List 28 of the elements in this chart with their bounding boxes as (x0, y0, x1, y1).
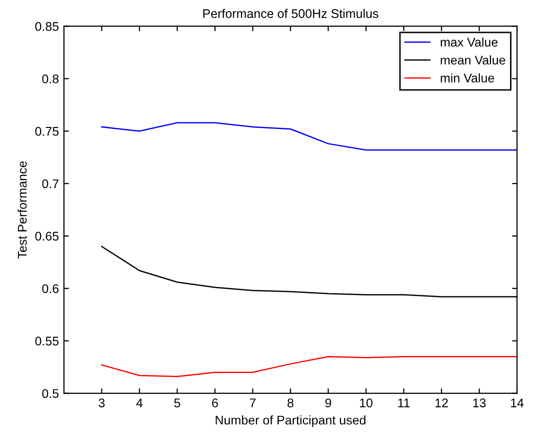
legend-label: mean Value (440, 55, 506, 65)
y-tick-label: 0.7 (42, 179, 58, 188)
y-tick-label: 0.5 (42, 389, 59, 398)
x-tick-label: 13 (473, 398, 486, 408)
y-tick-label: 0.8 (42, 74, 59, 84)
y-axis-title: Test Performance (18, 161, 27, 258)
line-series (101, 122, 518, 151)
y-tick-label: 0.6 (42, 284, 59, 294)
x-tick-label: 6 (212, 398, 218, 408)
x-tick-label: 3 (98, 398, 105, 408)
line-series (101, 356, 518, 378)
x-tick-label: 4 (136, 398, 143, 408)
x-axis-title: Number of Participant used (216, 415, 366, 428)
x-tick-label: 14 (511, 398, 524, 408)
chart-title: Performance of 500Hz Stimulus (203, 8, 378, 18)
legend-label: max Value (440, 37, 498, 47)
x-tick-label: 12 (436, 398, 448, 408)
x-tick-label: 10 (360, 398, 372, 408)
y-tick-label: 0.75 (35, 126, 59, 136)
x-tick-label: 5 (174, 398, 180, 408)
legend-label: min Value (440, 73, 494, 82)
y-tick-label: 0.85 (35, 22, 59, 31)
x-tick-label: 7 (250, 398, 256, 408)
x-tick-label: 9 (325, 398, 332, 408)
x-tick-label: 8 (288, 398, 294, 408)
x-tick-label: 11 (398, 398, 410, 408)
y-tick-label: 0.65 (35, 232, 59, 241)
y-tick-label: 0.55 (35, 336, 59, 346)
